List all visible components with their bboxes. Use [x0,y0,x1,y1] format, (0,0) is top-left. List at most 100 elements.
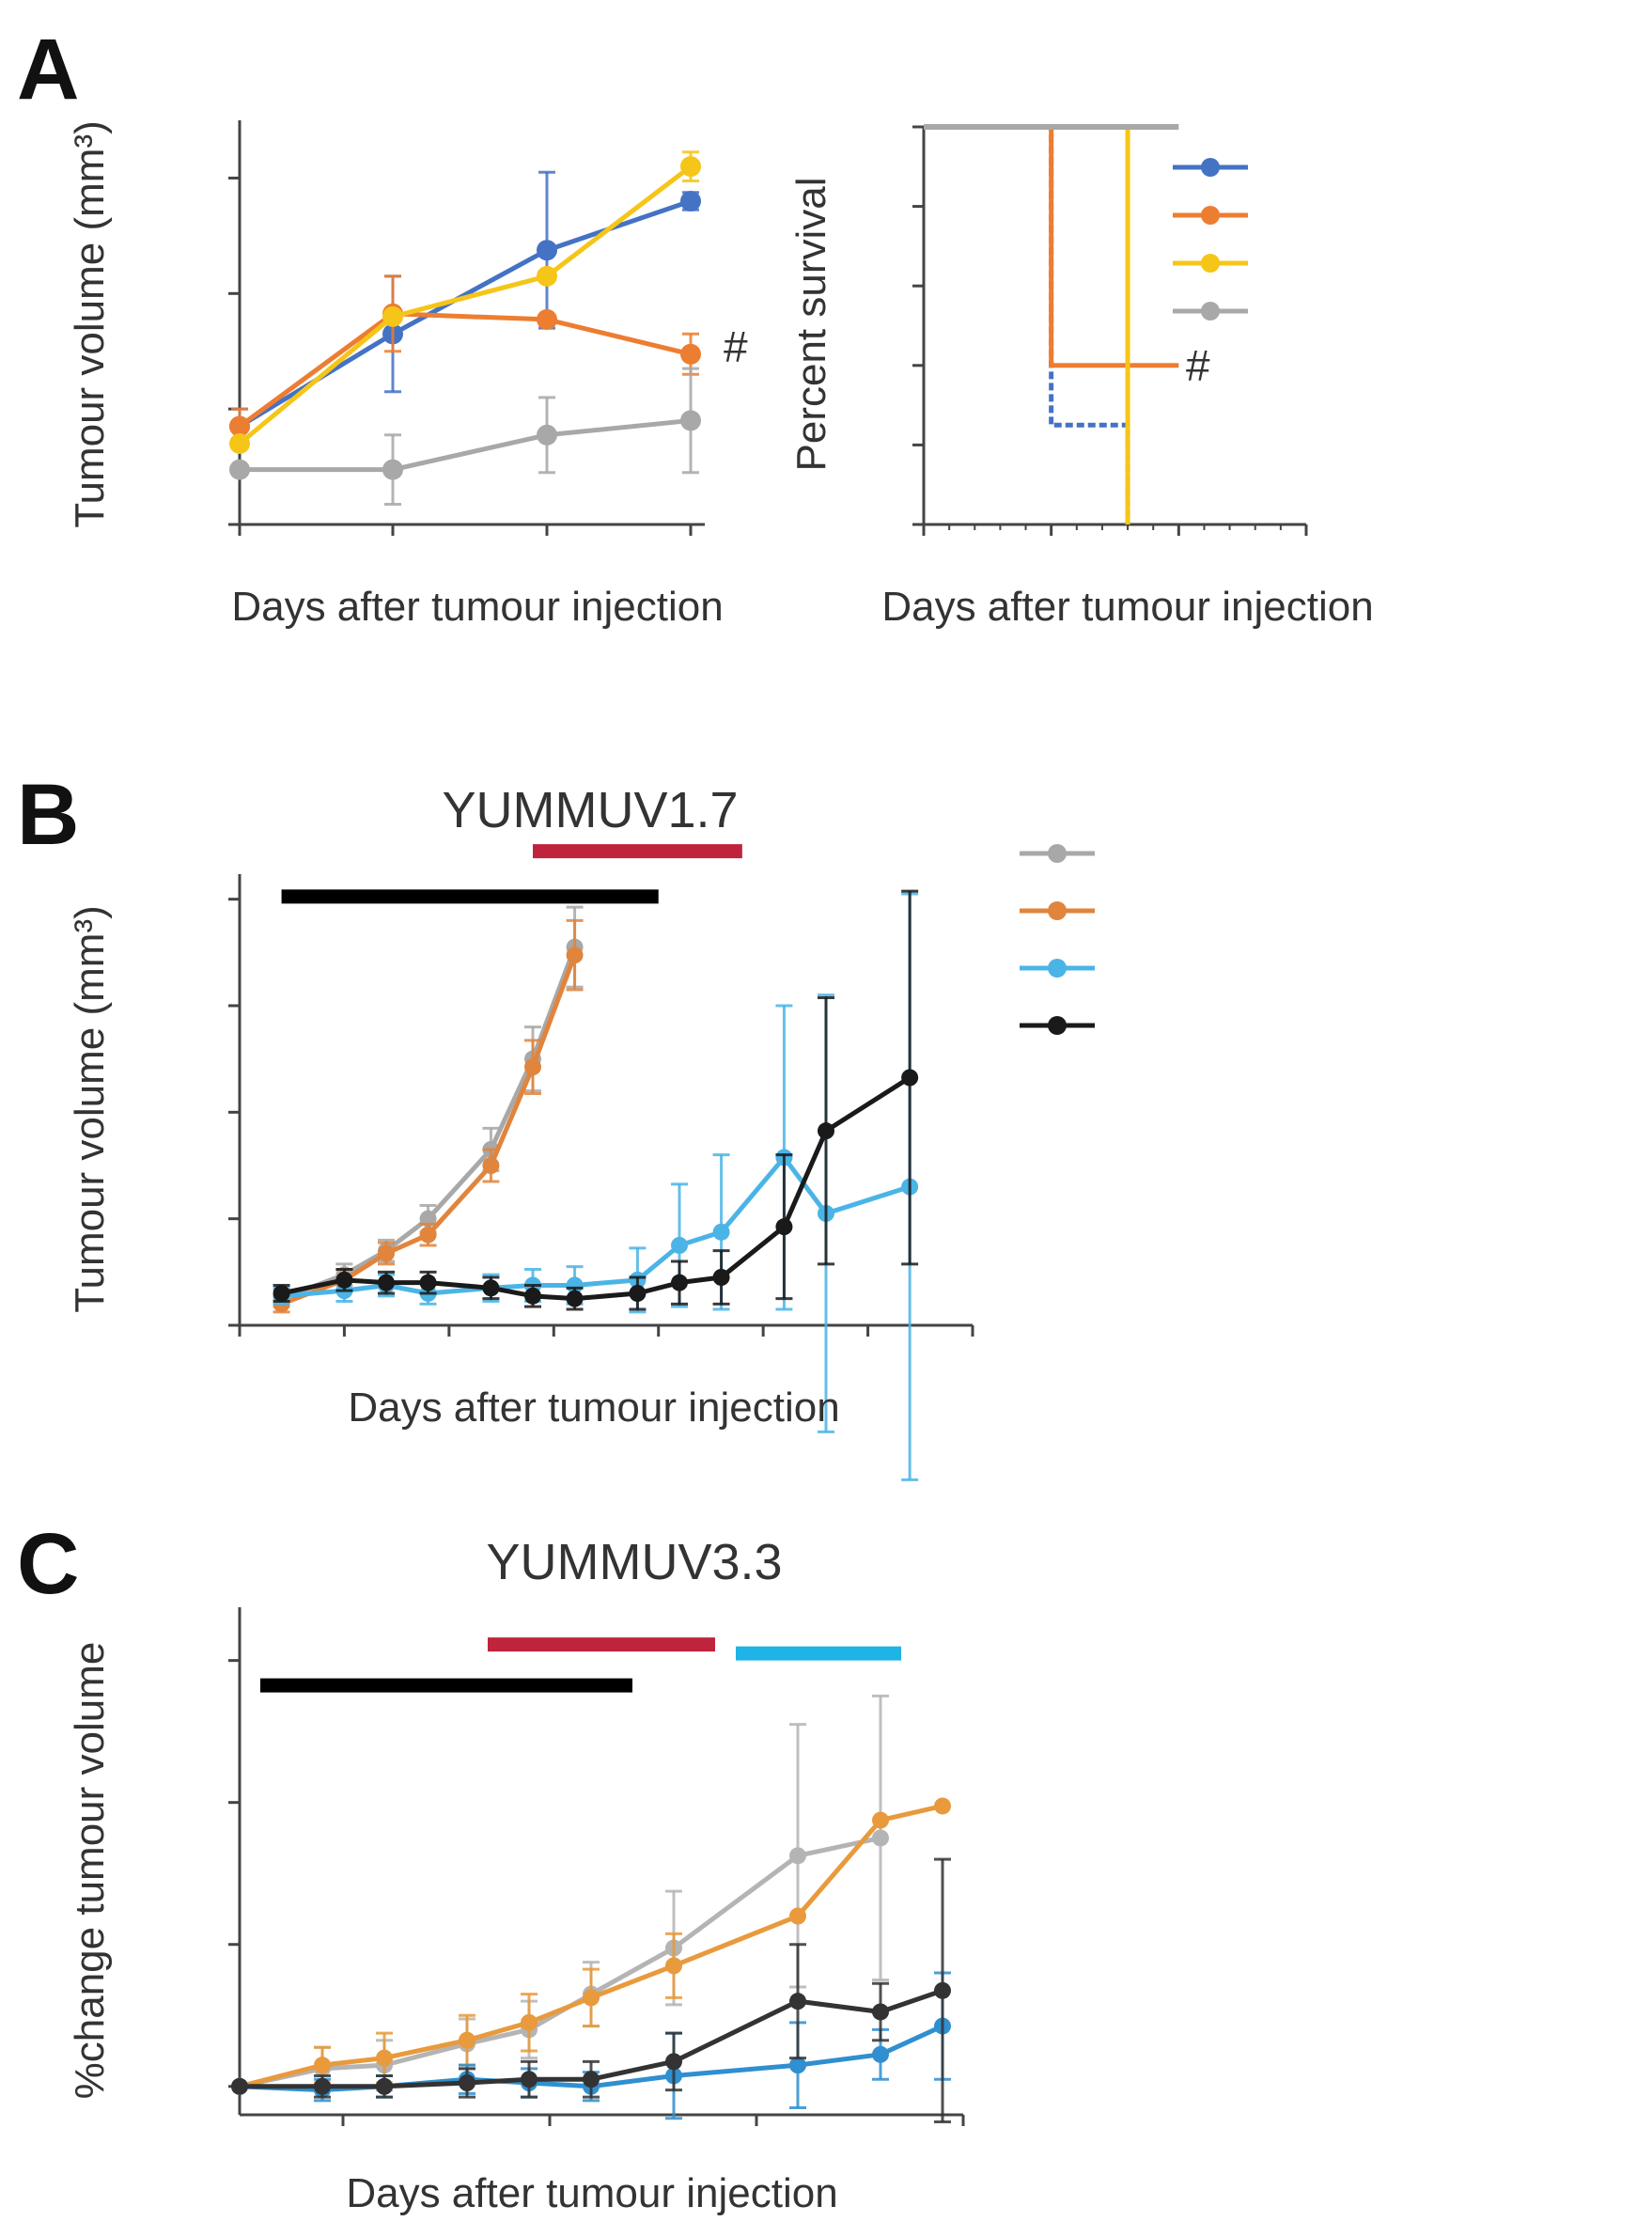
panel-c-chart: YUMMUV3.3 Days after tumour injection %c… [67,1534,965,2216]
panel-c-series-vehicle-pd-1-point [459,2031,475,2049]
panel-a-volume-x-label: Days after tumour injection [231,584,723,630]
panel-b-series-vehicle-pd-1-point [378,1244,395,1262]
panel-a-volume-series-c57bl6-control-point [537,265,557,287]
panel-a-volume-series-c57bl6-sra-ldhu-point [680,410,701,431]
legend-sra-ldhu-isotype-swatch-marker [1048,959,1067,978]
panel-a-volume-series-c57bl6-control-point [382,305,403,327]
panel-c-series-vehicle-isotype-point [872,1829,889,1847]
panel-a-survival-plot-area [924,124,1179,524]
panel-a-volume-series-rag1-sra-ldhu-point [680,343,701,365]
panel-a-legend [1173,158,1248,321]
panel-a-volume-series-rag1-control-point [680,191,701,211]
panel-c-series-vehicle-pd-1-point [376,2049,393,2067]
panel-b-y-ticks [228,898,240,1327]
panel-b-series-vehicle-pd-1-line [280,954,577,1306]
panel-a-volume-series-rag1-sra-ldhu-line [238,311,692,429]
panel-b-series-sra-ldhu-pd-1-point [671,1274,688,1291]
legend-vehicle-pd-1-swatch-marker [1048,901,1067,920]
panel-b-series-sra-ldhu-pd-1-point [629,1285,647,1302]
panel-b-series-sra-ldhu-pd-1-point [566,1290,584,1307]
panel-c-x-ticks [341,2115,965,2126]
panel-a-volume-plot-area [229,150,701,506]
legend-rag1-control-swatch-marker [1201,158,1220,177]
panel-a-survival-series-rag1-sra-ldhu-line [924,124,1179,368]
panel-a-volume-series-rag1-sra-ldhu-point [229,415,250,437]
panel-b-series-sra-ldhu-pd-1-point [712,1269,730,1286]
panel-c-series-sra-ldhu-isotype-point [872,2045,889,2063]
panel-b-series-sra-ldhu-isotype-line [281,1155,911,1299]
panel-b-series-sra-ldhu-pd-1-point [335,1271,353,1289]
panel-a-survival-series-c57bl6-control-line [924,124,1130,524]
panel-a-survival-axes [922,127,1306,526]
panel-c-series-vehicle-isotype-point [789,1847,806,1865]
panel-c-y-ticks [228,1659,240,2088]
panel-c-series-sra-ldhu-pd-1-point [521,2071,538,2088]
panel-b-series-vehicle-pd-1-point [566,946,584,964]
panel-c-series-vehicle-pd-1-line [239,1804,943,2089]
panel-a-volume-x-ticks [238,524,693,536]
panel-c-series-sra-ldhu-pd-1-point [376,2077,393,2095]
panel-a-volume-series-c57bl6-control-point [680,156,701,178]
panel-c-series-sra-ldhu-pd-1-point [789,1993,806,2010]
panel-a-volume-axes [238,120,705,526]
panel-a-volume-series-c57bl6-control-line [238,164,693,446]
panel-a-volume-series-c57bl6-sra-ldhu-point [537,424,557,446]
panel-c-series-sra-ldhu-pd-1-point [934,1981,951,1999]
panel-a-volume-series-c57bl6-control-point [229,433,250,454]
panel-c-series-sra-ldhu-isotype-point [789,2057,806,2074]
panel-c-series-sra-ldhu-pd-1-point [583,2071,600,2088]
panel-b-series-sra-ldhu-pd-1-point [482,1279,500,1297]
panel-b-series-vehicle-pd-1-point [524,1058,541,1076]
panel-c-series-vehicle-pd-1-point [665,1957,682,1975]
panel-a-survival-series-rag1-control-line [924,124,1130,524]
panel-a-volume-y-label: Tumour volume (mm³) [67,120,113,528]
panel-a-volume-annotation: # [724,322,748,371]
panel-letter-a: A [17,22,79,117]
panel-a-survival-annotation: # [1186,341,1210,390]
panel-b-series-sra-ldhu-isotype-point [671,1237,688,1254]
panel-c-x-label: Days after tumour injection [346,2170,837,2216]
legend-sra-ldhu-pd-1-swatch-marker [1048,1016,1067,1035]
panel-a-volume-series-c57bl6-sra-ldhu-line [240,417,692,473]
panel-a-volume-series-rag1-sra-ldhu-point [537,308,557,330]
panel-b-x-ticks [238,1325,974,1337]
panel-a-survival-x-ticks [922,524,1308,536]
panel-a-survival-y-label: Percent survival [788,177,834,471]
panel-c-y-label: %change tumour volume [67,1642,113,2100]
panel-c-series-vehicle-pd-1-point [872,1811,889,1829]
panel-b-series-sra-ldhu-pd-1-line [281,1075,912,1302]
panel-c-series-vehicle-pd-1-point [521,2013,538,2031]
panel-c-series-vehicle-pd-1-point [789,1907,806,1925]
legend-rag1-sra-ldhu-swatch-marker [1201,206,1220,225]
panel-b-series-sra-ldhu-isotype-point [566,1276,584,1294]
panel-b-series-sra-ldhu-pd-1-point [378,1274,395,1291]
panel-a-tumour-volume-chart: # Days after tumour injection Tumour vol… [67,120,748,630]
legend-vehicle-isotype-swatch-marker [1048,844,1067,863]
panel-b-series-sra-ldhu-pd-1-point [818,1122,834,1140]
panel-a-volume-series-rag1-control-line [238,198,692,429]
panel-b-series-vehicle-pd-1-point [419,1226,437,1244]
panel-c-plot-area [231,1694,951,2124]
panel-b-legend [1020,844,1095,1035]
panel-b-chart: YUMMUV1.7 Days after tumour injection Tu… [67,782,1095,1481]
panel-c-treatment-bars [260,1637,901,1693]
panel-a-volume-series-rag1-control-point [537,240,557,261]
panel-b-series-vehicle-pd-1-point [482,1157,500,1174]
panel-c-series-sra-ldhu-pd-1-point [231,2077,248,2095]
panel-b-series-sra-ldhu-pd-1-point [419,1274,437,1291]
legend-c57bl6-sra-ldhu-swatch-marker [1201,302,1220,321]
panel-a-survival-x-label: Days after tumour injection [881,584,1373,630]
panel-b-series-sra-ldhu-pd-1-point [273,1285,290,1302]
panel-c-series-vehicle-pd-1-point [583,1989,600,2007]
panel-b-y-label: Tumour volume (mm³) [67,905,113,1313]
panel-b-series-sra-ldhu-pd-1-point [901,1069,919,1087]
panel-c-series-sra-ldhu-pd-1-point [665,2053,682,2071]
panel-b-series-sra-ldhu-isotype-point [712,1223,730,1241]
panel-c-series-sra-ldhu-pd-1-line [240,1988,943,2089]
panel-c-title: YUMMUV3.3 [486,1534,782,1590]
panel-b-treatment-bars [281,844,742,904]
panel-letter-c: C [17,1516,79,1612]
panel-c-series-vehicle-isotype-line [239,1836,881,2089]
panel-b-title: YUMMUV1.7 [442,782,738,838]
panel-b-series-sra-ldhu-pd-1-point [775,1218,793,1236]
